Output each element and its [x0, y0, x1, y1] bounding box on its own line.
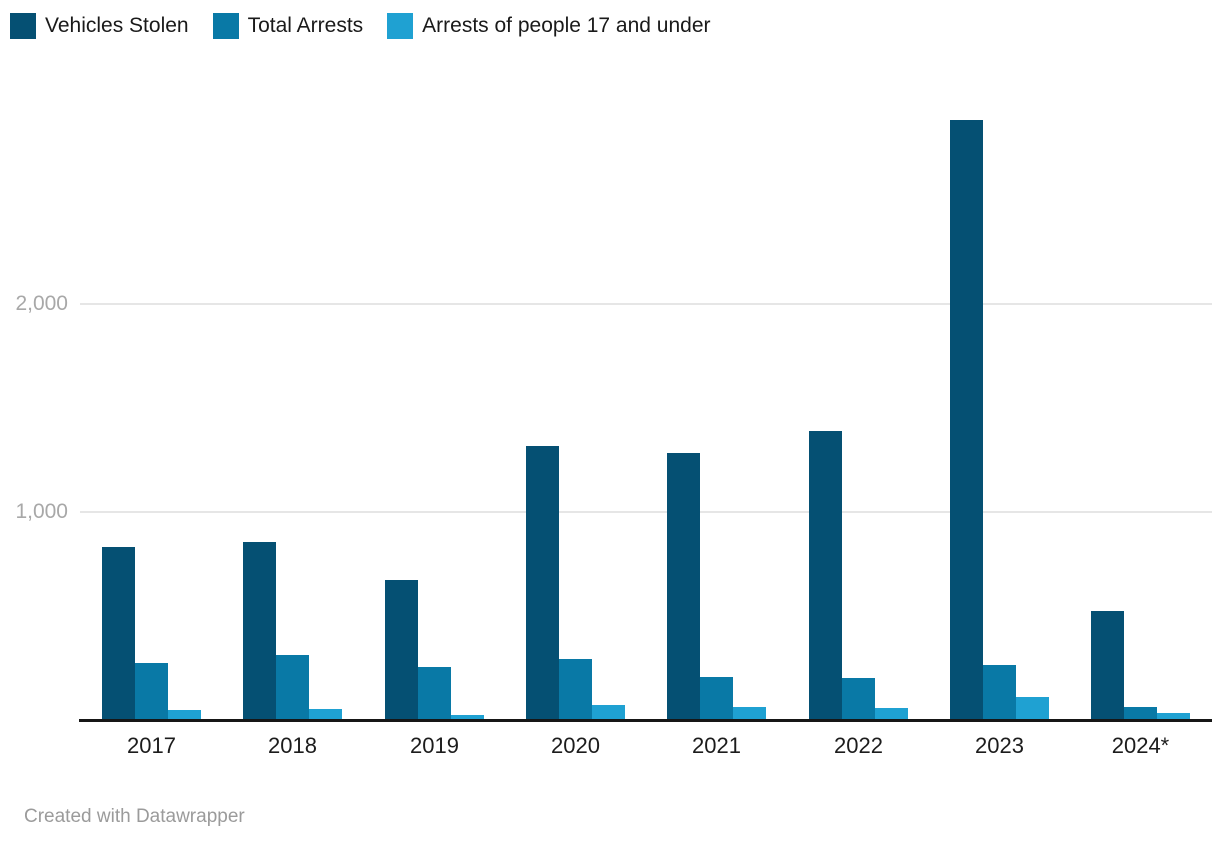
bar-2023-series-2[interactable] — [1016, 697, 1049, 719]
bar-2022-series-1[interactable] — [842, 678, 875, 719]
bar-2024-series-0[interactable] — [1091, 611, 1124, 719]
bar-2024-series-2[interactable] — [1157, 713, 1190, 719]
bar-2023-series-0[interactable] — [950, 120, 983, 719]
x-axis-label: 2022 — [834, 733, 883, 758]
series-color-swatch-icon — [212, 13, 239, 39]
bar-2018-series-0[interactable] — [243, 542, 276, 719]
bar-2018-series-2[interactable] — [309, 709, 342, 719]
legend-item-total-arrests: Total Arrests — [212, 13, 364, 39]
bar-2020-series-2[interactable] — [592, 705, 625, 719]
bar-2019-series-1[interactable] — [418, 667, 451, 719]
legend-item-vehicles-stolen: Vehicles Stolen — [10, 13, 189, 39]
series-color-swatch-icon — [387, 13, 414, 39]
bar-2019-series-0[interactable] — [385, 580, 418, 719]
legend-label: Total Arrests — [247, 14, 364, 37]
bar-2024-series-1[interactable] — [1124, 707, 1157, 719]
x-axis-label: 2021 — [692, 733, 741, 758]
bar-2017-series-2[interactable] — [168, 710, 201, 719]
bar-2017-series-1[interactable] — [135, 663, 168, 719]
gridline — [80, 510, 1212, 513]
bar-2017-series-0[interactable] — [102, 547, 135, 719]
bar-2019-series-2[interactable] — [451, 715, 484, 719]
legend-label: Arrests of people 17 and under — [422, 14, 711, 37]
chart-legend: Vehicles Stolen Total Arrests Arrests of… — [10, 13, 711, 39]
attribution-credit: Created with Datawrapper — [24, 806, 245, 827]
bar-2021-series-2[interactable] — [733, 707, 766, 719]
bar-2018-series-1[interactable] — [276, 655, 309, 719]
bar-2023-series-1[interactable] — [983, 665, 1016, 719]
legend-label: Vehicles Stolen — [45, 14, 189, 37]
x-axis-line — [79, 719, 1212, 722]
legend-item-arrests-17-under: Arrests of people 17 and under — [387, 13, 711, 39]
bar-2021-series-1[interactable] — [700, 677, 733, 719]
series-color-swatch-icon — [10, 13, 36, 39]
x-axis-label: 2023 — [975, 733, 1024, 758]
x-axis-label: 2018 — [268, 733, 317, 758]
y-axis-tick-label: 1,000 — [15, 499, 68, 523]
gridline — [80, 303, 1212, 305]
bar-2022-series-2[interactable] — [875, 708, 908, 719]
x-axis-label: 2020 — [551, 733, 600, 758]
bar-2020-series-1[interactable] — [559, 659, 592, 719]
y-axis-tick-label: 2,000 — [15, 292, 68, 315]
x-axis-label: 2019 — [410, 733, 459, 758]
bar-2021-series-0[interactable] — [667, 453, 700, 719]
x-axis-label: 2017 — [127, 733, 176, 758]
bar-2020-series-0[interactable] — [526, 446, 559, 719]
bar-2022-series-0[interactable] — [809, 431, 842, 719]
x-axis-label: 2024* — [1111, 733, 1170, 758]
